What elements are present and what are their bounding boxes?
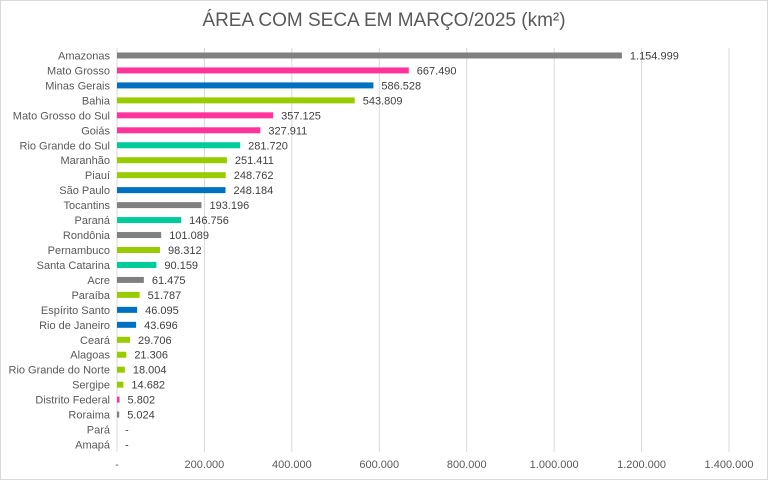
x-tick-label: 400.000 — [272, 459, 312, 471]
bar — [117, 276, 144, 283]
bar — [117, 336, 130, 343]
bar — [117, 67, 409, 74]
bar — [117, 52, 622, 59]
value-label: 146.756 — [189, 215, 229, 227]
category-label: Rondônia — [63, 230, 111, 242]
value-label: 61.475 — [152, 275, 186, 287]
bar — [117, 381, 124, 388]
value-label: 586.528 — [381, 80, 421, 92]
x-tick-label: 1.000.000 — [530, 459, 579, 471]
category-label: Bahia — [82, 95, 111, 107]
bar — [117, 157, 227, 164]
value-label: - — [125, 425, 129, 437]
x-tick-label: 600.000 — [359, 459, 399, 471]
bar — [117, 306, 138, 313]
bar — [117, 187, 226, 194]
value-label: 29.706 — [138, 335, 172, 347]
bar — [117, 202, 202, 209]
bar — [117, 321, 137, 328]
category-label: Santa Catarina — [37, 260, 111, 272]
category-label: Mato Grosso — [47, 65, 110, 77]
category-label: Pará — [87, 425, 111, 437]
value-label: 193.196 — [209, 200, 249, 212]
category-label: Ceará — [80, 335, 111, 347]
category-label: Distrito Federal — [35, 395, 110, 407]
chart-title: ÁREA COM SECA EM MARÇO/2025 (km²) — [202, 10, 566, 31]
bar — [117, 172, 226, 179]
bar — [117, 291, 140, 298]
bar — [117, 232, 162, 239]
value-label: 18.004 — [133, 365, 167, 377]
bar — [117, 142, 241, 149]
category-label: Piauí — [85, 170, 110, 182]
category-label: Rio de Janeiro — [39, 320, 110, 332]
category-label: Rio Grande do Norte — [9, 365, 111, 377]
value-label: 281.720 — [248, 140, 288, 152]
category-label: Rio Grande do Sul — [20, 140, 111, 152]
category-label: Tocantins — [64, 200, 111, 212]
category-label: Paraná — [75, 215, 111, 227]
value-label: 667.490 — [417, 65, 457, 77]
bar — [117, 112, 274, 119]
value-label: 543.809 — [363, 95, 403, 107]
x-tick-label: - — [115, 459, 119, 471]
value-label: 5.024 — [127, 410, 155, 422]
value-label: 98.312 — [168, 245, 202, 257]
x-tick-label: 200.000 — [185, 459, 225, 471]
x-tick-label: 1.200.000 — [617, 459, 666, 471]
bar — [117, 261, 157, 268]
bar — [117, 217, 182, 224]
category-label: Amapá — [75, 440, 111, 452]
bar — [117, 411, 120, 418]
category-label: Paraíba — [71, 290, 110, 302]
value-label: 327.911 — [268, 125, 307, 137]
value-label: 357.125 — [281, 110, 321, 122]
value-label: 1.154.999 — [630, 50, 679, 62]
bar — [117, 366, 125, 373]
value-label: 46.095 — [145, 305, 179, 317]
bar — [117, 351, 127, 358]
bar — [117, 396, 120, 403]
value-label: 5.802 — [128, 395, 156, 407]
value-label: 21.306 — [134, 350, 168, 362]
category-label: Amazonas — [58, 50, 110, 62]
category-label: Alagoas — [70, 350, 110, 362]
category-label: Pernambuco — [48, 245, 110, 257]
category-label: Minas Gerais — [45, 80, 110, 92]
value-label: 101.089 — [169, 230, 209, 242]
bar — [117, 247, 160, 253]
value-label: 43.696 — [144, 320, 178, 332]
value-label: 51.787 — [148, 290, 182, 302]
bar — [117, 97, 355, 104]
x-tick-label: 1.400.000 — [705, 459, 754, 471]
category-label: Maranhão — [60, 155, 110, 167]
value-label: 248.762 — [234, 170, 274, 182]
category-label: Espírito Santo — [41, 305, 110, 317]
value-label: - — [125, 440, 129, 452]
category-label: Acre — [87, 275, 110, 287]
value-label: 14.682 — [131, 380, 165, 392]
category-label: Mato Grosso do Sul — [13, 110, 110, 122]
value-label: 251.411 — [235, 155, 274, 167]
bar — [117, 82, 374, 89]
bar — [117, 127, 261, 134]
category-label: Roraima — [68, 410, 110, 422]
category-label: São Paulo — [59, 185, 110, 197]
value-label: 90.159 — [164, 260, 198, 272]
value-label: 248.184 — [233, 185, 273, 197]
x-tick-label: 800.000 — [447, 459, 487, 471]
category-label: Goiás — [81, 125, 110, 137]
category-label: Sergipe — [72, 380, 110, 392]
